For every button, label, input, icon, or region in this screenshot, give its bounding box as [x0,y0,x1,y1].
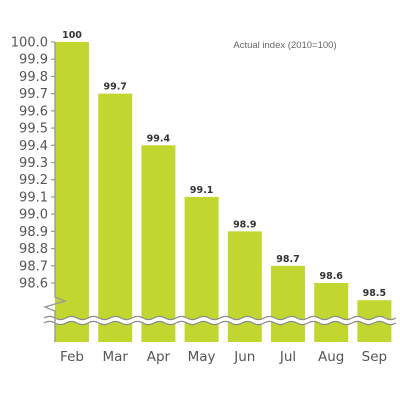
data-label-feb: 100 [62,30,82,41]
data-label-aug: 98.6 [319,271,343,282]
x-tick-sep: Sep [362,349,387,365]
bar-mar [98,93,133,343]
data-label-apr: 99.4 [147,133,171,144]
data-label-jun: 98.9 [233,219,256,230]
bars [42,42,398,343]
y-tick-label: 99.8 [19,70,48,85]
axis-break-line-bottom [43,320,397,326]
y-tick-label: 99.0 [19,208,48,223]
axis-break-gap [42,316,398,325]
data-label-sep: 98.5 [363,288,386,299]
y-tick-label: 98.7 [19,259,48,274]
y-tick-label: 99.1 [19,190,48,205]
y-tick-label: 100.0 [11,36,48,51]
x-tick-aug: Aug [318,349,344,365]
y-axis: 100.0 99.9 99.8 99.7 99.6 99.5 99.4 99.3 99.2 99.… [11,36,68,342]
data-label-may: 99.1 [190,185,213,196]
axis-break-line-top [43,315,397,321]
y-tick-label: 99.5 [19,122,48,137]
x-tick-mar: Mar [102,349,128,365]
y-tick-label: 99.7 [19,87,48,102]
x-tick-apr: Apr [147,349,171,365]
y-tick-label: 98.8 [19,242,48,257]
bar-aug [314,283,349,342]
x-axis-labels: Feb Mar Apr May Jun Jul Aug Sep [60,349,387,365]
data-labels: 100 99.7 99.4 99.1 98.9 98.7 98.6 98.5 [62,30,386,299]
y-tick-label: 99.3 [19,156,48,171]
y-tick-label: 99.4 [19,139,48,154]
y-tick-label: 99.2 [19,173,48,188]
x-tick-may: May [188,349,216,365]
y-tick-label: 98.9 [19,225,48,240]
data-label-mar: 99.7 [103,82,126,93]
data-label-jul: 98.7 [276,254,299,265]
x-tick-jun: Jun [233,349,255,365]
bar-feb [55,42,89,342]
y-tick-label: 99.6 [19,104,48,119]
chart-annotation: Actual index (2010=100) [233,40,336,51]
x-tick-feb: Feb [60,349,84,365]
bar-apr [141,145,176,342]
bar-jun [227,231,262,342]
x-tick-jul: Jul [279,349,296,365]
y-tick-label: 98.6 [19,277,48,292]
y-axis-line [42,42,68,342]
y-tick-label: 99.9 [19,53,48,68]
bar-jul [271,265,305,342]
